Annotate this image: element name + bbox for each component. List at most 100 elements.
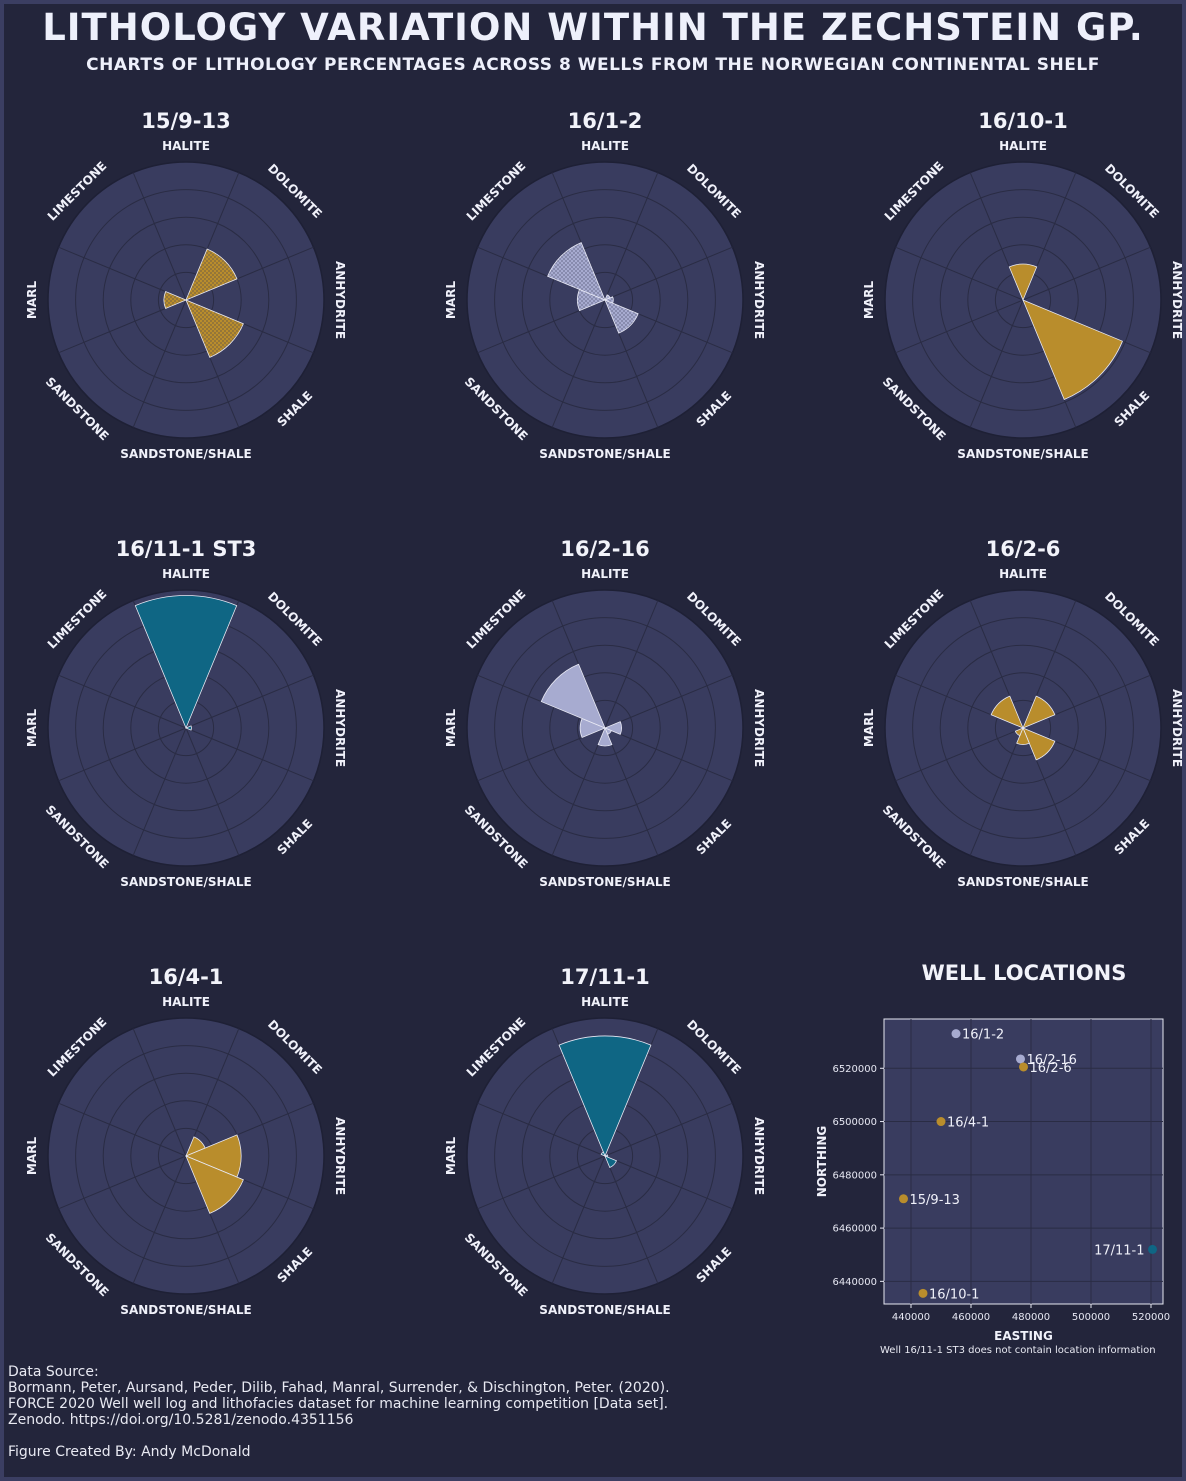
bar-limestone [600, 1151, 606, 1157]
polar-spoke [132, 172, 187, 301]
category-label-sandstone-shale: SANDSTONE/SHALE [120, 1303, 251, 1317]
source-heading: Data Source: [8, 1364, 99, 1380]
bar-shale [604, 299, 639, 334]
polar-spoke [58, 1155, 187, 1210]
polar-gridline [549, 244, 661, 356]
category-label-halite: HALITE [999, 139, 1047, 153]
polar-gridline [494, 189, 716, 411]
category-label-marl: MARL [862, 281, 876, 319]
category-label-sandstone-shale: SANDSTONE/SHALE [957, 875, 1088, 889]
category-label-anhydrite: ANHYDRITE [1170, 261, 1184, 339]
category-label-anhydrite: ANHYDRITE [1170, 689, 1184, 767]
polar-spoke [58, 674, 187, 729]
category-label-sandstone-shale: SANDSTONE/SHALE [539, 875, 670, 889]
bar-shale [1022, 727, 1056, 761]
bar-dolomite [185, 248, 238, 301]
polar-gridline [994, 699, 1052, 757]
x-tick-label: 440000 [892, 1312, 930, 1323]
polar-spoke [604, 727, 659, 856]
polar-spoke [604, 246, 733, 301]
chart-title-16-4-1: 16/4-1 [148, 965, 224, 989]
category-label-halite: HALITE [162, 995, 210, 1009]
polar-spoke [604, 1102, 733, 1157]
polar-spoke [132, 1028, 187, 1157]
polar-gridline [157, 271, 215, 329]
polar-spoke [185, 674, 314, 729]
polar-gridline [912, 617, 1134, 839]
well-label-16-2-16: 16/2-16 [1027, 1053, 1077, 1068]
polar-spoke [604, 600, 659, 729]
category-label-sandstone-shale: SANDSTONE/SHALE [539, 1303, 670, 1317]
chart-title-16-1-2: 16/1-2 [567, 109, 643, 133]
category-label-sandstone-shale: SANDSTONE/SHALE [120, 875, 251, 889]
polar-gridline [912, 189, 1134, 411]
polar-spoke [185, 727, 240, 856]
bar-sandstone-shale [1016, 726, 1030, 745]
chart-title-16-2-6: 16/2-6 [985, 537, 1061, 561]
category-label-anhydrite: ANHYDRITE [752, 689, 766, 767]
chart-title-16-11-1-st3: 16/11-1 ST3 [115, 537, 257, 561]
category-label-marl: MARL [25, 1137, 39, 1175]
polar-spoke [604, 727, 733, 782]
data-source: Data Source: Bormann, Peter, Aursand, Pe… [8, 1364, 670, 1460]
category-label-marl: MARL [25, 281, 39, 319]
y-tick-label: 6440000 [832, 1277, 877, 1288]
polar-spoke [477, 1155, 606, 1210]
well-point-16-2-16 [1016, 1054, 1025, 1064]
bar-dolomite [1022, 695, 1056, 729]
category-label-sandstone-shale: SANDSTONE/SHALE [120, 447, 251, 461]
category-label-anhydrite: ANHYDRITE [752, 261, 766, 339]
polar-chart-17-11-1: HALITEDOLOMITEANHYDRITESHALESANDSTONE/SH… [444, 995, 766, 1317]
polar-spoke [895, 727, 1024, 782]
polar-spoke [1022, 246, 1151, 301]
polar-spoke [185, 727, 314, 782]
bar-shale [604, 1155, 617, 1168]
bar-limestone [540, 663, 606, 729]
chart-title-16-2-16: 16/2-16 [560, 537, 650, 561]
map-note: Well 16/11-1 ST3 does not contain locati… [880, 1345, 1156, 1356]
well-point-16-2-6 [1019, 1062, 1028, 1072]
bar-anhydrite [184, 725, 192, 731]
y-axis-label: NORTHING [815, 1126, 829, 1198]
category-label-sandstone-shale: SANDSTONE/SHALE [539, 447, 670, 461]
figure-title: LITHOLOGY VARIATION WITHIN THE ZECHSTEIN… [42, 6, 1144, 49]
category-label-marl: MARL [862, 709, 876, 747]
x-axis-label: EASTING [994, 1329, 1053, 1343]
x-tick-label: 520000 [1132, 1312, 1170, 1323]
polar-chart-16-2-6: HALITEDOLOMITEANHYDRITESHALESANDSTONE/SH… [862, 567, 1184, 889]
polar-gridline [494, 617, 716, 839]
map-title: WELL LOCATIONS [921, 961, 1127, 985]
chart-title-17-11-1: 17/11-1 [560, 965, 650, 989]
source-line-3: Zenodo. https://doi.org/10.5281/zenodo.4… [8, 1412, 354, 1428]
category-label-marl: MARL [444, 1137, 458, 1175]
polar-gridline [102, 1072, 270, 1240]
polar-spoke [604, 1155, 733, 1210]
bar-shale [185, 299, 244, 358]
well-label-16-1-2: 16/1-2 [962, 1028, 1004, 1043]
polar-spoke [604, 172, 659, 301]
category-label-anhydrite: ANHYDRITE [333, 1117, 347, 1195]
polar-spoke [604, 674, 733, 729]
bar-sandstone-shale [597, 726, 613, 747]
well-point-16-1-2 [951, 1029, 961, 1039]
polar-gridline [967, 244, 1079, 356]
bar-halite [134, 595, 238, 730]
polar-gridline [939, 216, 1107, 384]
category-label-halite: HALITE [162, 139, 210, 153]
category-label-anhydrite: ANHYDRITE [333, 689, 347, 767]
figure-credit: Figure Created By: Andy McDonald [8, 1444, 251, 1460]
bar-marl [163, 291, 188, 309]
bar-halite [1008, 263, 1038, 302]
category-label-anhydrite: ANHYDRITE [333, 261, 347, 339]
polar-spoke [58, 727, 187, 782]
polar-spoke [604, 1155, 659, 1284]
category-label-halite: HALITE [581, 567, 629, 581]
well-point-16-10-1 [918, 1288, 928, 1298]
well-point-17-11-1 [1148, 1244, 1157, 1254]
well-point-15-9-13 [899, 1194, 908, 1204]
polar-spoke [969, 299, 1024, 428]
polar-spoke [895, 246, 1024, 301]
source-line-2: FORCE 2020 Well well log and lithofacies… [8, 1396, 669, 1412]
polar-gridline [75, 189, 297, 411]
polar-gridline [521, 216, 689, 384]
